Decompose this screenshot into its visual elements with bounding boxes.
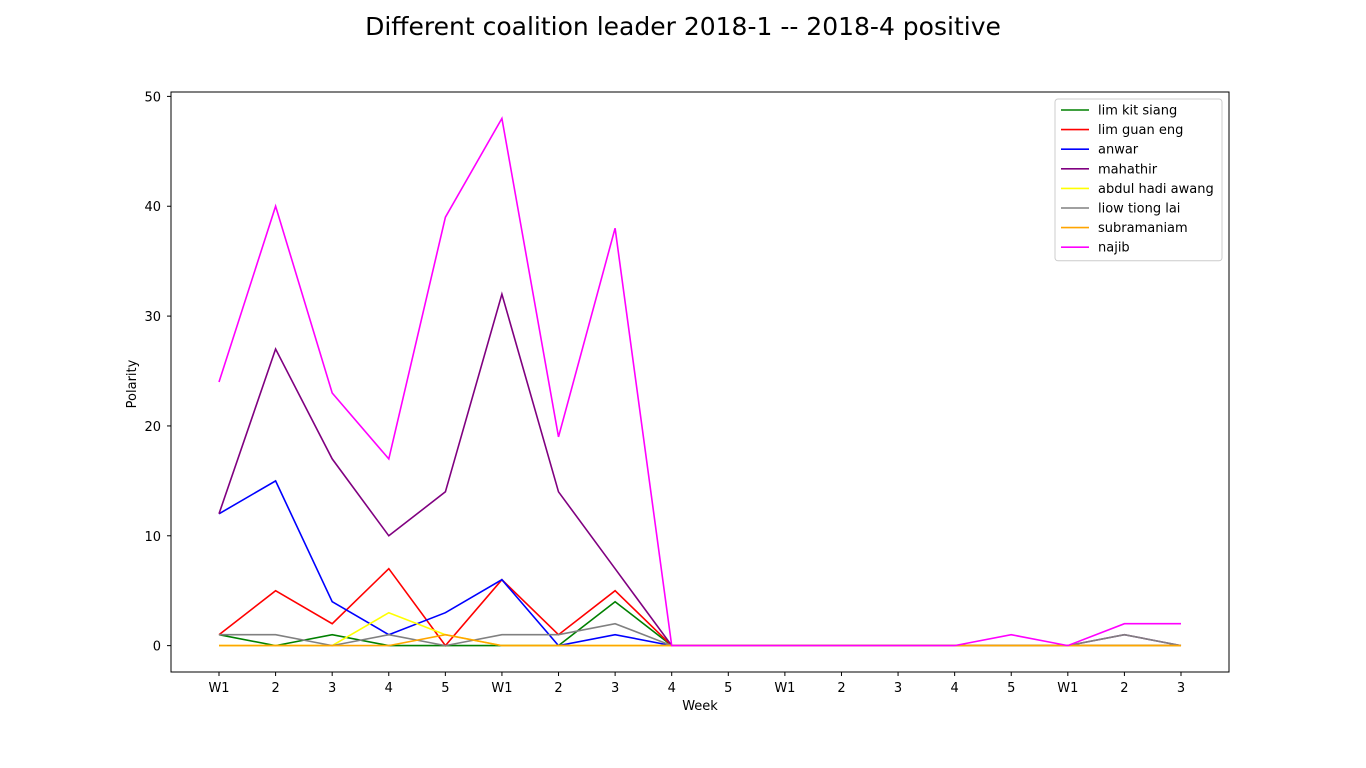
series-lines bbox=[218, 116, 1182, 647]
legend: lim kit siang lim guan eng anwar mahathir ab… bbox=[1054, 98, 1223, 262]
x-tick-label: 3 bbox=[328, 681, 336, 696]
x-tick-label: 4 bbox=[668, 681, 676, 696]
series-line-anwar bbox=[218, 479, 1181, 647]
x-tick-label: W1 bbox=[208, 681, 229, 696]
x-tick-label: 2 bbox=[271, 681, 279, 696]
plot-area-frame bbox=[170, 91, 1230, 673]
x-tick-label: 2 bbox=[554, 681, 562, 696]
series-line-najib bbox=[218, 116, 1181, 647]
x-tick-label: 5 bbox=[441, 681, 449, 696]
legend-label: mahathir bbox=[1098, 162, 1158, 177]
x-axis: W1 2 3 4 5 W1 2 3 4 5 W1 2 3 4 5 W1 2 3 bbox=[208, 672, 1185, 696]
y-tick-label: 50 bbox=[144, 90, 161, 105]
legend-label: abdul hadi awang bbox=[1098, 182, 1214, 197]
y-axis-label: Polarity bbox=[125, 359, 140, 408]
y-tick-label: 40 bbox=[144, 200, 161, 215]
legend-label: najib bbox=[1098, 241, 1130, 256]
x-tick-label: 2 bbox=[837, 681, 845, 696]
x-tick-label: 5 bbox=[1007, 681, 1015, 696]
y-tick-label: 10 bbox=[144, 530, 161, 545]
x-tick-label: 3 bbox=[894, 681, 902, 696]
legend-label: liow tiong lai bbox=[1098, 202, 1180, 217]
x-tick-label: 5 bbox=[724, 681, 732, 696]
y-tick-label: 30 bbox=[144, 310, 161, 325]
legend-label: lim kit siang bbox=[1098, 104, 1177, 119]
x-axis-label: Week bbox=[682, 699, 718, 714]
x-tick-label: 4 bbox=[385, 681, 393, 696]
y-axis: 0 10 20 30 40 50 bbox=[144, 90, 171, 655]
chart-title: Different coalition leader 2018-1 -- 201… bbox=[365, 12, 1001, 41]
x-tick-label: 3 bbox=[1177, 681, 1185, 696]
legend-box bbox=[1054, 98, 1223, 262]
y-tick-label: 0 bbox=[153, 640, 161, 655]
x-tick-label: W1 bbox=[1057, 681, 1078, 696]
x-tick-label: 2 bbox=[1120, 681, 1128, 696]
y-tick-label: 20 bbox=[144, 420, 161, 435]
legend-label: anwar bbox=[1098, 143, 1139, 158]
x-tick-label: W1 bbox=[491, 681, 512, 696]
x-tick-label: 3 bbox=[611, 681, 619, 696]
legend-label: lim guan eng bbox=[1098, 123, 1183, 138]
x-tick-label: W1 bbox=[774, 681, 795, 696]
series-line-lim-guan-eng bbox=[218, 567, 1181, 647]
legend-label: subramaniam bbox=[1098, 221, 1188, 236]
x-tick-label: 4 bbox=[951, 681, 959, 696]
